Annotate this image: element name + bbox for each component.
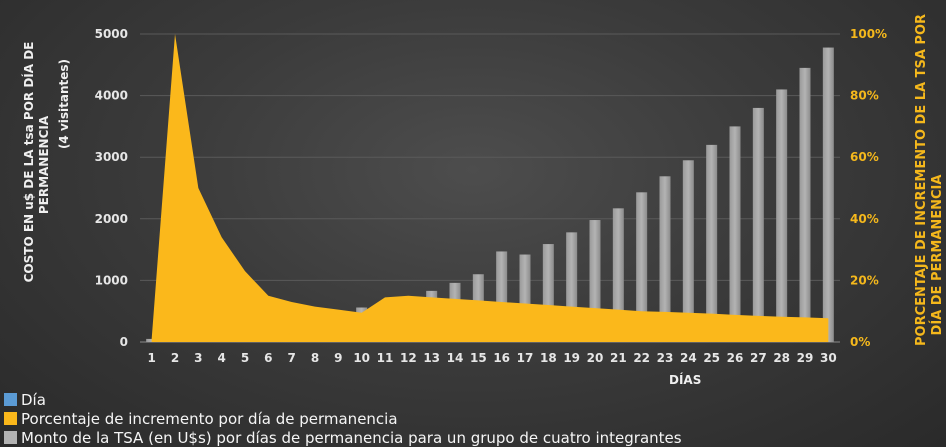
bar	[589, 220, 601, 342]
x-tick-label: 11	[377, 351, 394, 365]
x-tick-label: 1	[147, 351, 155, 365]
x-tick-label: 15	[470, 351, 487, 365]
x-tick-label: 25	[703, 351, 720, 365]
x-tick-label: 30	[820, 351, 837, 365]
bar	[799, 67, 811, 342]
area-fill	[151, 34, 829, 342]
y-right-tick-label: 80%	[850, 89, 879, 103]
x-axis-title: DÍAS	[669, 372, 701, 387]
x-tick-label: 3	[194, 351, 202, 365]
x-tick-label: 21	[610, 351, 627, 365]
x-tick-label: 7	[287, 351, 295, 365]
left-axis-sub-title: (4 visitantes)	[57, 59, 71, 149]
y-left-tick-label: 3000	[95, 150, 128, 164]
bar	[752, 107, 764, 342]
x-tick-label: 5	[241, 351, 249, 365]
right-y-axis: 0% 20% 40% 60% 80% 100%	[850, 27, 887, 349]
bar	[566, 232, 578, 342]
bar	[822, 47, 834, 342]
left-axis-title-line1: COSTO EN u$ DE LA tsa POR DÍA DE	[21, 42, 36, 283]
x-tick-label: 28	[773, 351, 790, 365]
y-left-tick-label: 1000	[95, 273, 128, 287]
legend-label-dia: Día	[21, 390, 46, 409]
legend-item-porcentaje: Porcentaje de incremento por día de perm…	[4, 409, 904, 428]
x-axis: 1 2 3 4 5 6 7 8 9 10 11 12 13 14 15 16 17 18 19 20 21 22 23 24 2…	[147, 351, 836, 365]
bar	[612, 208, 624, 342]
legend-swatch-porcentaje	[4, 412, 17, 425]
y-left-tick-label: 5000	[95, 27, 128, 41]
x-tick-label: 4	[217, 351, 225, 365]
legend: Día Porcentaje de incremento por día de …	[4, 390, 904, 447]
x-tick-label: 9	[334, 351, 342, 365]
right-axis-title-line1: PORCENTAJE DE INCREMENTO DE LA TSA POR	[914, 14, 929, 346]
x-tick-label: 24	[680, 351, 697, 365]
x-tick-label: 13	[423, 351, 440, 365]
x-tick-label: 12	[400, 351, 417, 365]
bar	[659, 176, 671, 342]
x-tick-label: 18	[540, 351, 557, 365]
legend-label-monto: Monto de la TSA (en U$s) por días de per…	[21, 428, 682, 447]
legend-swatch-dia	[4, 393, 17, 406]
legend-swatch-monto	[4, 431, 17, 444]
legend-item-dia: Día	[4, 390, 904, 409]
x-tick-label: 26	[727, 351, 744, 365]
bar	[729, 126, 741, 343]
x-tick-label: 2	[171, 351, 179, 365]
y-right-tick-label: 20%	[850, 273, 879, 287]
bar	[682, 160, 694, 342]
x-tick-label: 8	[311, 351, 319, 365]
x-tick-label: 6	[264, 351, 272, 365]
right-axis-title-line2: DÍA DE PERMANENCIA	[929, 175, 945, 336]
x-tick-label: 22	[633, 351, 650, 365]
x-tick-label: 19	[563, 351, 580, 365]
y-left-tick-label: 4000	[95, 89, 128, 103]
left-y-axis: 0 1000 2000 3000 4000 5000	[95, 27, 128, 349]
bar	[519, 254, 531, 342]
x-tick-label: 14	[447, 351, 464, 365]
left-axis-title-line2: PERMANENCIA	[37, 115, 51, 214]
x-tick-label: 29	[797, 351, 814, 365]
bar	[776, 89, 788, 342]
legend-label-porcentaje: Porcentaje de incremento por día de perm…	[21, 409, 398, 428]
x-tick-label: 16	[493, 351, 510, 365]
y-right-tick-label: 60%	[850, 150, 879, 164]
legend-item-monto: Monto de la TSA (en U$s) por días de per…	[4, 428, 904, 447]
bar	[706, 144, 718, 342]
x-tick-label: 20	[587, 351, 604, 365]
x-tick-label: 10	[353, 351, 370, 365]
y-right-tick-label: 100%	[850, 27, 887, 41]
y-left-tick-label: 0	[120, 335, 128, 349]
bar	[542, 244, 554, 342]
x-tick-label: 17	[517, 351, 534, 365]
bar	[636, 192, 648, 342]
y-right-tick-label: 0%	[850, 335, 870, 349]
y-right-tick-label: 40%	[850, 212, 879, 226]
x-tick-label: 23	[657, 351, 674, 365]
y-left-tick-label: 2000	[95, 212, 128, 226]
bar	[496, 251, 508, 342]
area-series	[151, 33, 829, 342]
x-tick-label: 27	[750, 351, 767, 365]
